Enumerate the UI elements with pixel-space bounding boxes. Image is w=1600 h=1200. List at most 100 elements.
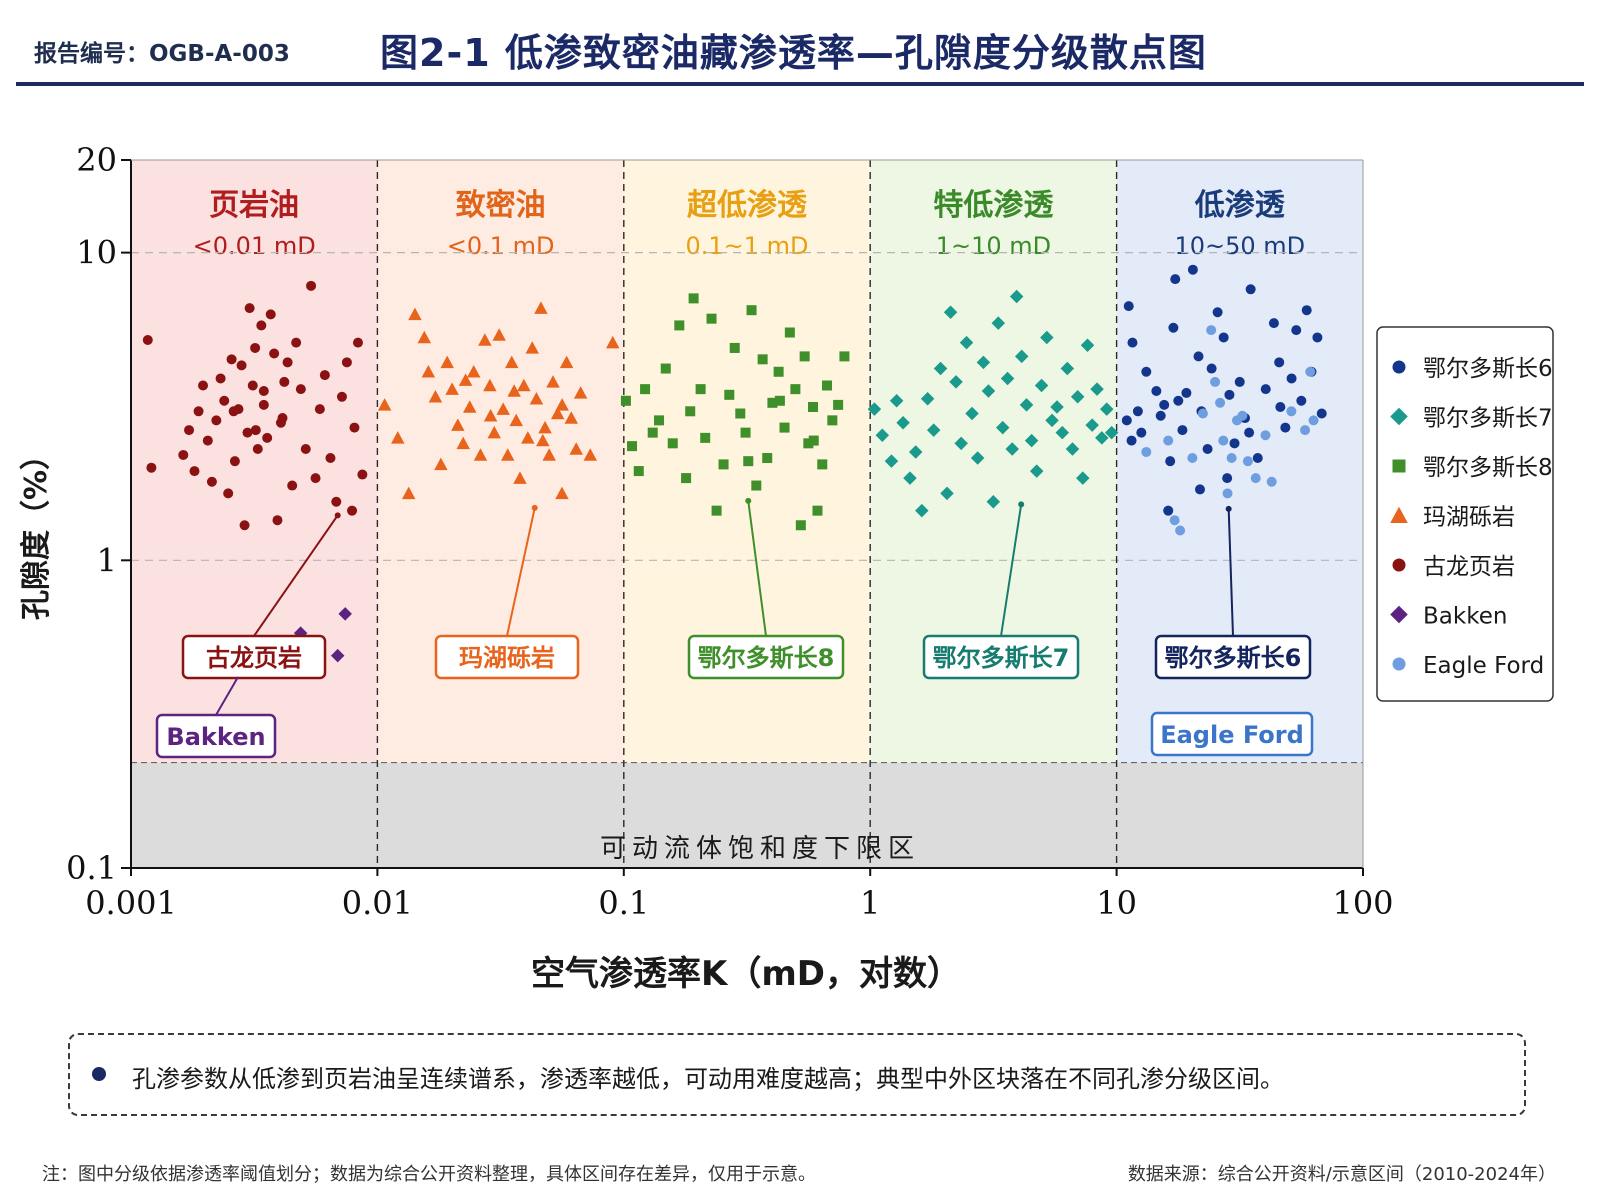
data-point [1165, 456, 1176, 467]
zones-layer: 页岩油 <0.01 mD 致密油 <0.1 mD 超低渗透 0.1~1 mD 特低渗透 1~1… [131, 160, 1363, 868]
data-point [277, 413, 288, 424]
callout-leader [253, 514, 339, 637]
data-point [685, 406, 696, 417]
data-point [1229, 438, 1240, 449]
summary-note: 孔渗参数从低渗到页岩油呈连续谱系，渗透率越低，可动用难度越高；典型中外区块落在不… [68, 1033, 1526, 1116]
data-point [688, 293, 699, 304]
x-axis-label: 空气渗透率K（mD，对数） [531, 954, 961, 994]
data-point [265, 309, 276, 320]
data-point [536, 433, 550, 447]
axes-layer: 0.001 0.01 0.1 1 10 100 0.1 1 10 20 [66, 141, 1393, 922]
x-tick-label: 100 [1332, 884, 1393, 922]
x-tick-label: 0.001 [85, 884, 177, 922]
data-point [338, 607, 352, 621]
zone-band [1116, 160, 1363, 868]
data-point [1076, 471, 1090, 485]
callout-leader [215, 676, 239, 716]
data-point [1104, 425, 1119, 440]
legend-box [1376, 326, 1554, 702]
data-point [915, 503, 929, 518]
data-point [483, 409, 498, 422]
legend-marker [1390, 407, 1408, 426]
lower-limit-band [130, 762, 1364, 869]
data-point [1060, 361, 1075, 376]
data-point [1286, 406, 1297, 417]
data-point [1308, 415, 1319, 426]
data-point [976, 355, 991, 370]
data-point [189, 466, 200, 477]
data-point [1159, 399, 1170, 410]
scatter-chart: 页岩油 <0.01 mD 致密油 <0.1 mD 超低渗透 0.1~1 mD 特低渗透 1~1… [19, 141, 1554, 994]
data-point [970, 451, 985, 465]
zone-band [623, 160, 871, 868]
data-point [569, 442, 583, 455]
data-point [827, 415, 838, 426]
callout-label: 玛湖砾岩 [459, 644, 555, 672]
data-point [1275, 401, 1286, 412]
data-point [817, 459, 828, 470]
data-point [546, 375, 560, 388]
callout-label: 鄂尔多斯长8 [698, 644, 835, 672]
data-point [1175, 525, 1186, 536]
data-point [1014, 349, 1029, 364]
data-point [812, 505, 823, 516]
data-point [428, 390, 443, 403]
data-point [711, 505, 722, 516]
data-point [1123, 301, 1134, 312]
data-point [773, 366, 784, 377]
data-point [667, 438, 678, 449]
data-point [206, 476, 217, 487]
data-point [1286, 373, 1297, 384]
data-point [223, 488, 234, 499]
data-point [500, 448, 515, 461]
data-point [1070, 390, 1085, 404]
data-point [718, 459, 729, 470]
data-point [228, 406, 239, 417]
data-point [959, 335, 974, 350]
data-point [633, 466, 644, 477]
callout-box [1150, 711, 1314, 757]
data-point [1268, 318, 1279, 329]
data-point [1296, 395, 1307, 406]
data-point [1301, 305, 1312, 316]
zone-band [377, 160, 624, 868]
data-point [746, 305, 757, 316]
data-point [1194, 484, 1205, 495]
callout-anchor [334, 512, 341, 519]
zone-title: 超低渗透 [687, 188, 807, 223]
data-point [357, 469, 368, 480]
data-point [1193, 351, 1204, 362]
callout-label: Bakken [166, 723, 265, 751]
data-point [757, 354, 768, 365]
data-point [620, 395, 631, 406]
data-point [1136, 427, 1147, 438]
data-point [833, 399, 844, 410]
data-point [509, 413, 523, 427]
callout-anchor [1018, 501, 1025, 508]
data-point [193, 406, 204, 417]
data-point [295, 384, 306, 395]
data-point [1040, 330, 1054, 345]
y-tick-label: 10 [76, 234, 117, 272]
data-point [211, 415, 222, 426]
data-point [462, 400, 477, 413]
data-point [1300, 425, 1311, 436]
data-point [1005, 442, 1019, 456]
data-point [674, 320, 685, 331]
data-point [1085, 418, 1099, 432]
data-point [1215, 397, 1226, 408]
data-point [1126, 435, 1137, 446]
data-point [421, 365, 436, 378]
data-point [1065, 442, 1080, 456]
data-point [767, 397, 778, 408]
data-point [1187, 264, 1198, 275]
data-point [1218, 332, 1229, 343]
data-point [550, 406, 565, 420]
data-point [456, 436, 470, 450]
data-point [226, 354, 237, 365]
data-point [1170, 274, 1181, 285]
callout-label: 鄂尔多斯长6 [1165, 644, 1302, 672]
data-point [349, 422, 360, 433]
data-point [239, 520, 250, 531]
data-point [521, 431, 535, 444]
